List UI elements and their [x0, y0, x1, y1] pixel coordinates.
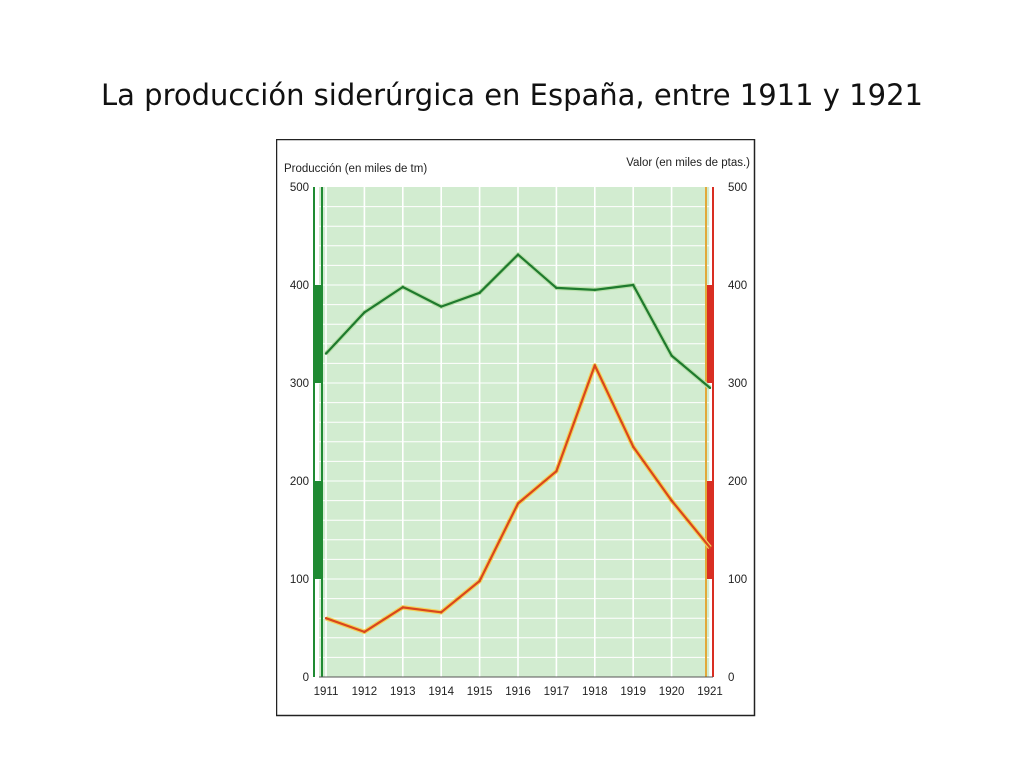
- data-point: [401, 606, 404, 609]
- x-tick-label: 1914: [428, 686, 454, 698]
- chart-labels: Producción (en miles de tm) Valor (en mi…: [284, 157, 750, 175]
- left-tick-labels: 0 100 200 300 400 500: [290, 182, 309, 684]
- data-point: [632, 283, 635, 287]
- data-point: [516, 502, 520, 505]
- x-tick-labels: 1911 1912 1913 1914 1915 1916 1917 1918 1919 1920…: [314, 686, 723, 698]
- chart-frame: Producción (en miles de tm) Valor (en mi…: [275, 138, 756, 717]
- right-tick-label: 100: [728, 574, 747, 586]
- data-point: [593, 288, 596, 292]
- right-tick-labels: 0 100 200 300 400 500: [728, 182, 747, 684]
- x-tick-label: 1913: [390, 686, 416, 698]
- right-tick-label: 300: [728, 378, 747, 390]
- x-tick-label: 1918: [582, 686, 608, 698]
- x-tick-label: 1921: [697, 686, 723, 698]
- axes: [313, 187, 714, 678]
- data-point: [478, 291, 481, 295]
- left-tick-label: 200: [290, 476, 309, 488]
- data-point: [324, 352, 328, 355]
- data-point: [670, 499, 673, 502]
- right-tick-label: 500: [728, 182, 747, 194]
- left-tick-label: 0: [303, 672, 309, 684]
- x-tick-label: 1920: [659, 686, 685, 698]
- data-point: [363, 630, 366, 634]
- data-point: [670, 354, 673, 357]
- left-tick-label: 100: [290, 574, 309, 586]
- data-point: [440, 611, 443, 614]
- right-tick-label: 0: [728, 672, 734, 684]
- x-tick-label: 1917: [544, 686, 570, 698]
- left-tick-label: 300: [290, 378, 309, 390]
- right-axis-band: [707, 481, 713, 579]
- right-tick-label: 200: [728, 476, 747, 488]
- data-point: [708, 546, 712, 549]
- left-tick-label: 500: [290, 182, 309, 194]
- right-axis-label: Valor (en miles de ptas.): [626, 157, 750, 169]
- data-point: [440, 305, 443, 308]
- data-point: [593, 364, 596, 367]
- data-point: [555, 470, 558, 473]
- plot-background: [319, 187, 710, 677]
- left-tick-label: 400: [290, 280, 309, 292]
- left-axis-band: [315, 285, 321, 383]
- data-point: [516, 253, 520, 256]
- series-layer: [324, 252, 712, 635]
- x-tick-label: 1911: [314, 686, 339, 698]
- x-tick-label: 1912: [352, 686, 378, 698]
- left-axis-label: Producción (en miles de tm): [284, 163, 427, 175]
- production-chart: Producción (en miles de tm) Valor (en mi…: [275, 138, 756, 717]
- right-axis-band: [707, 285, 713, 383]
- data-point: [324, 617, 328, 620]
- x-tick-label: 1916: [505, 686, 531, 698]
- data-point: [401, 285, 404, 289]
- data-point: [555, 286, 558, 290]
- slide-title: La producción siderúrgica en España, ent…: [101, 78, 923, 112]
- grid-lines: [319, 187, 711, 677]
- x-tick-label: 1919: [620, 686, 646, 698]
- data-point: [478, 579, 481, 583]
- x-tick-label: 1915: [467, 686, 493, 698]
- left-axis-band: [315, 481, 321, 579]
- data-point: [632, 445, 635, 448]
- right-tick-label: 400: [728, 280, 747, 292]
- data-point: [708, 386, 712, 390]
- data-point: [363, 311, 366, 314]
